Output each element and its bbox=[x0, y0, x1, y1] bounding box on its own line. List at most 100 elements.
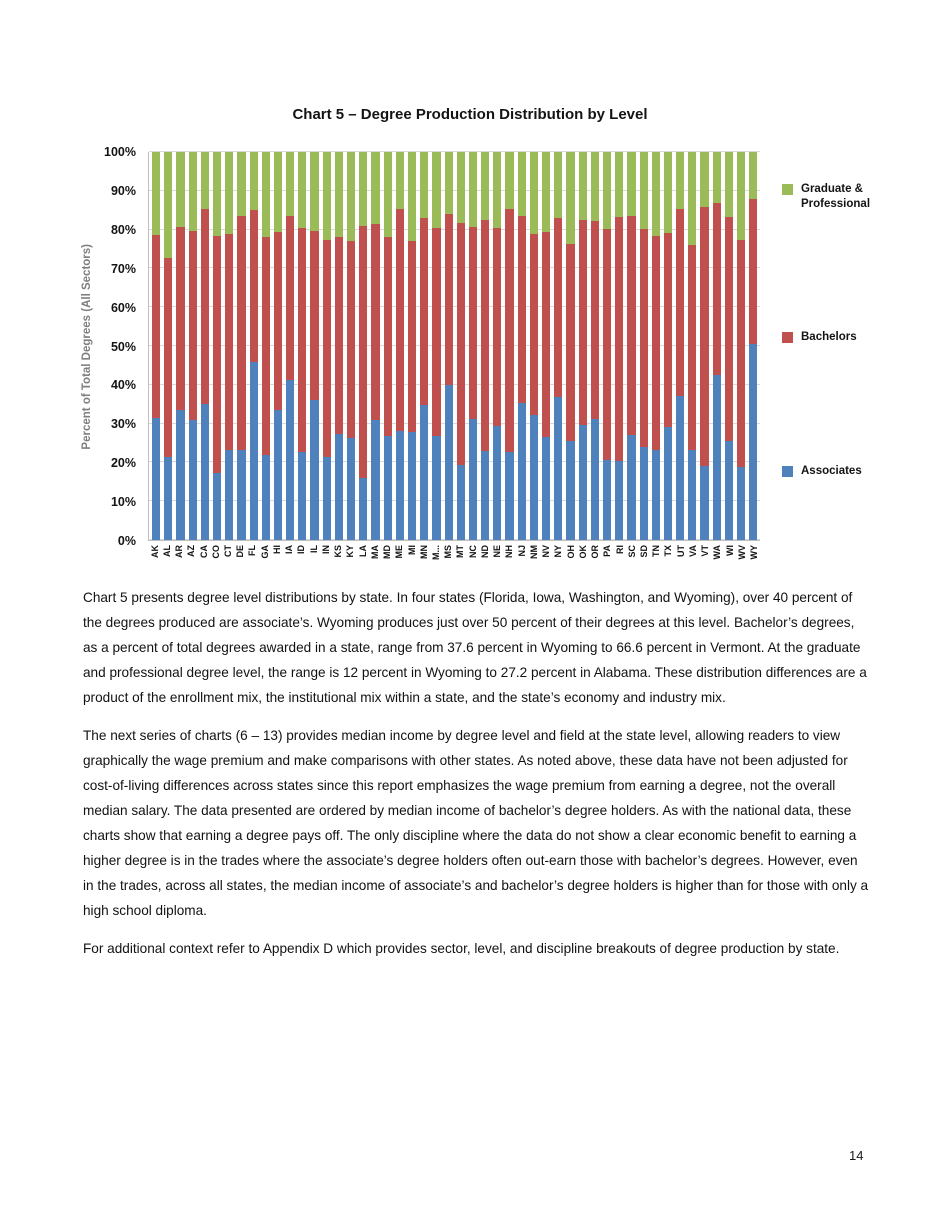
x-axis-label-slot: IN bbox=[320, 545, 332, 585]
bar-segment-graduate-professional bbox=[505, 152, 514, 210]
x-axis-label-slot: M... bbox=[430, 545, 442, 585]
x-axis-label: IN bbox=[320, 545, 331, 554]
bar-segment-associates bbox=[749, 344, 758, 540]
bar-segment-bachelors bbox=[602, 228, 612, 461]
x-axis-label-slot: KS bbox=[333, 545, 345, 585]
bar-segment-graduate-professional bbox=[602, 152, 612, 229]
bar-UT bbox=[676, 152, 685, 540]
bar-segment-graduate-professional bbox=[395, 152, 404, 210]
bar-segment-bachelors bbox=[590, 221, 599, 419]
x-axis-label-slot: SC bbox=[626, 545, 638, 585]
x-axis-label: MD bbox=[382, 545, 393, 559]
x-axis-label-slot: NH bbox=[504, 545, 516, 585]
bar-segment-associates bbox=[237, 449, 246, 540]
bar-segment-associates bbox=[542, 437, 551, 540]
bar-segment-associates bbox=[152, 418, 161, 540]
bar-segment-associates bbox=[347, 437, 356, 540]
bar-AR bbox=[176, 152, 185, 540]
bar-segment-bachelors bbox=[554, 217, 563, 398]
bar-segment-graduate-professional bbox=[712, 152, 721, 204]
y-axis-tick-label: 30% bbox=[110, 417, 136, 432]
bar-segment-bachelors bbox=[334, 237, 343, 435]
x-axis-label: GA bbox=[259, 545, 270, 559]
x-axis-label: NM bbox=[528, 545, 539, 559]
bar-segment-graduate-professional bbox=[542, 152, 551, 232]
x-axis-label: IL bbox=[308, 545, 319, 553]
bar-segment-associates bbox=[359, 477, 368, 540]
chart-legend: Graduate & Professional Bachelors Associat… bbox=[782, 152, 900, 541]
bar-MD bbox=[383, 152, 392, 540]
gridline bbox=[149, 461, 760, 463]
bar-segment-associates bbox=[517, 403, 526, 540]
gridline bbox=[149, 383, 760, 385]
x-axis-label: CA bbox=[198, 545, 209, 558]
bar-NJ bbox=[517, 152, 526, 540]
y-axis-tick-label: 70% bbox=[110, 261, 136, 276]
body-paragraph: Chart 5 presents degree level distributi… bbox=[83, 590, 867, 705]
bar-segment-associates bbox=[371, 419, 380, 540]
y-axis: 0% 10% 20% 30% 40% 50% 60% 70% 80% 90% 100% bbox=[92, 145, 142, 548]
bar-segment-graduate-professional bbox=[627, 152, 636, 217]
bar-segment-graduate-professional bbox=[432, 152, 441, 229]
bar-segment-graduate-professional bbox=[176, 152, 185, 227]
x-axis-label: NE bbox=[492, 545, 503, 558]
bar-GA bbox=[261, 152, 270, 540]
bar-segment-associates bbox=[249, 361, 258, 540]
x-axis-label: AL bbox=[161, 545, 172, 557]
bar-segment-associates bbox=[383, 436, 392, 540]
bar-segment-associates bbox=[164, 457, 173, 540]
x-axis-label-slot: VA bbox=[687, 545, 699, 585]
x-axis-label: OH bbox=[565, 545, 576, 559]
legend-swatch bbox=[782, 466, 793, 477]
bar-segment-graduate-professional bbox=[371, 152, 380, 224]
bar-segment-bachelors bbox=[371, 223, 380, 420]
x-axis-label: SD bbox=[638, 545, 649, 558]
y-axis-tick-label: 20% bbox=[110, 456, 136, 471]
y-axis-tick-label: 0% bbox=[117, 534, 136, 548]
x-axis-label-slot: MD bbox=[381, 545, 393, 585]
bar-segment-associates bbox=[176, 410, 185, 540]
x-axis-label: NV bbox=[541, 545, 552, 558]
x-axis-label-slot: FL bbox=[247, 545, 259, 585]
bar-segment-bachelors bbox=[383, 237, 392, 437]
bar-segment-bachelors bbox=[164, 257, 173, 458]
x-axis-label: MI bbox=[406, 545, 417, 555]
x-axis-label: OK bbox=[577, 545, 588, 559]
bar-segment-bachelors bbox=[420, 218, 429, 405]
bar-segment-bachelors bbox=[651, 235, 660, 450]
legend-label: Bachelors bbox=[801, 331, 857, 343]
bar-segment-graduate-professional bbox=[468, 152, 478, 228]
legend-swatch bbox=[782, 184, 793, 195]
bar-segment-bachelors bbox=[395, 209, 404, 432]
bar-segment-bachelors bbox=[152, 235, 161, 419]
x-axis-label: M... bbox=[431, 545, 441, 560]
bar-ID bbox=[298, 152, 307, 540]
bar-segment-graduate-professional bbox=[261, 152, 270, 237]
x-axis-label: MT bbox=[455, 545, 466, 558]
bar-segment-bachelors bbox=[712, 203, 721, 375]
bar-segment-bachelors bbox=[639, 228, 648, 447]
bar-segment-bachelors bbox=[347, 240, 356, 438]
bar-segment-graduate-professional bbox=[322, 152, 331, 241]
bar-segment-associates bbox=[286, 379, 295, 540]
bar-segment-graduate-professional bbox=[420, 152, 429, 219]
bar-segment-graduate-professional bbox=[286, 152, 295, 216]
bar-segment-bachelors bbox=[273, 231, 283, 411]
bar-TX bbox=[663, 152, 673, 540]
bar-ND bbox=[481, 152, 490, 540]
bar-segment-associates bbox=[615, 461, 624, 540]
x-axis-label-slot: LA bbox=[357, 545, 369, 585]
legend-item-graduate-professional: Graduate & Professional bbox=[782, 182, 900, 212]
bar-segment-associates bbox=[200, 404, 209, 540]
bar-MT bbox=[456, 152, 465, 540]
x-axis-label-slot: MI bbox=[406, 545, 418, 585]
bar-AK bbox=[152, 152, 161, 540]
x-axis-label: LA bbox=[357, 545, 368, 557]
bar-segment-associates bbox=[407, 431, 417, 540]
bar-WV bbox=[737, 152, 746, 540]
x-axis-label: OR bbox=[590, 545, 601, 559]
bar-segment-graduate-professional bbox=[237, 152, 246, 217]
bar-segment-associates bbox=[712, 374, 721, 540]
bar-segment-graduate-professional bbox=[456, 152, 465, 224]
x-axis-label-slot: AR bbox=[173, 545, 185, 585]
